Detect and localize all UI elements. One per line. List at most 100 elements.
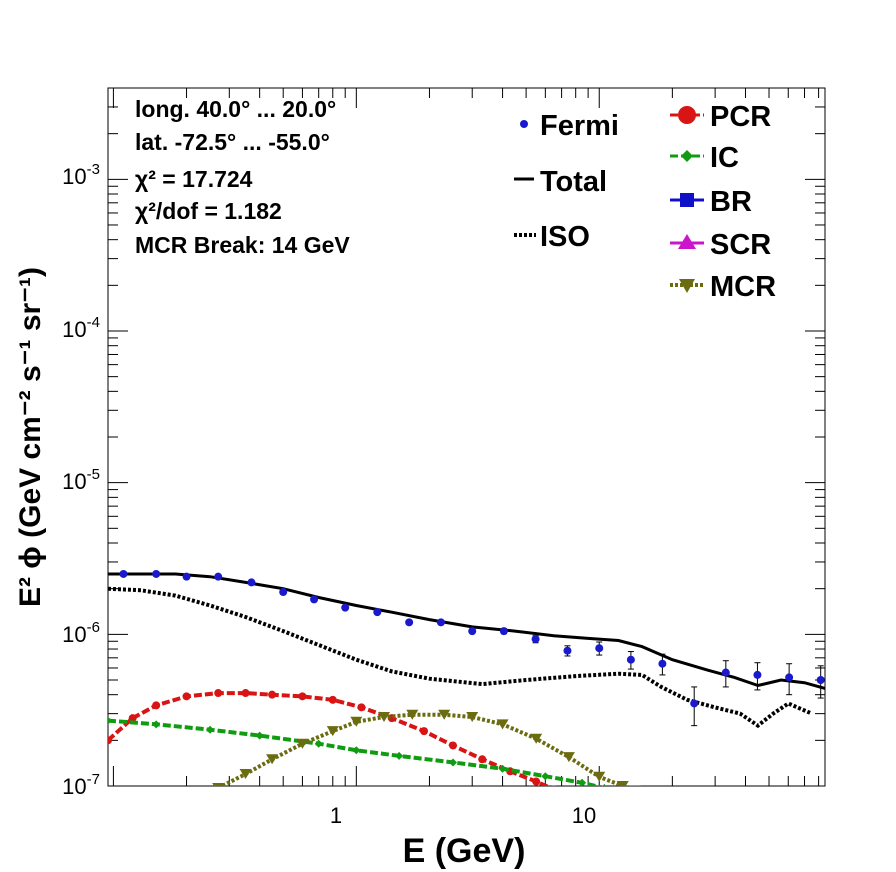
mcr-point — [326, 726, 339, 737]
mcr-point — [406, 709, 419, 720]
y-tick-label-1e-4: 10-4 — [62, 314, 100, 342]
ic-point — [152, 720, 161, 729]
y-tick-label-1e-5: 10-5 — [62, 466, 100, 494]
ic-point — [352, 746, 361, 755]
pcr-point — [328, 695, 337, 704]
pcr-point — [551, 785, 556, 786]
fermi-point — [341, 603, 350, 612]
fermi-point — [595, 644, 604, 653]
mcr-point — [266, 754, 279, 765]
mcr-curve — [217, 712, 629, 786]
y-tick-label-1e-7: 10-7 — [62, 771, 100, 799]
fermi-point — [436, 618, 445, 627]
mcr-point — [628, 785, 641, 786]
legend-pcr-marker — [678, 106, 696, 124]
annotation-longitude: long. 40.0° ... 20.0° — [135, 96, 336, 122]
legend-iso-label: ISO — [540, 221, 590, 253]
pcr-point — [357, 703, 366, 712]
pcr-point — [532, 777, 541, 786]
mcr-point — [212, 783, 225, 786]
fermi-point — [247, 578, 256, 587]
ic-point — [108, 716, 112, 725]
legend-fermi-marker — [520, 120, 528, 128]
legend-scr-label: SCR — [710, 229, 771, 261]
series-layer — [108, 569, 825, 786]
y-tick-label-1e-3: 10-3 — [62, 161, 100, 189]
legend-pcr-label: PCR — [710, 101, 771, 133]
legend-br-label: BR — [710, 186, 752, 218]
fermi-point — [499, 627, 508, 636]
annotation-chi2: χ² = 17.724 — [135, 166, 253, 192]
legend-ic-label: IC — [710, 142, 739, 174]
total-curve — [108, 572, 825, 690]
mcr-point — [438, 709, 451, 720]
mcr-point — [562, 752, 575, 763]
fermi-point — [279, 588, 288, 597]
ic-point — [498, 764, 507, 773]
pcr-point — [298, 692, 307, 701]
pcr-point — [182, 692, 191, 701]
pcr-point — [108, 736, 112, 745]
pcr-point — [268, 690, 277, 699]
iso-curve — [108, 586, 813, 729]
legend-fermi-label: Fermi — [540, 110, 619, 142]
fermi-point — [721, 668, 730, 677]
x-axis-label: E (GeV) — [403, 832, 526, 870]
ic-point — [448, 758, 457, 767]
annotation-mcr-break: MCR Break: 14 GeV — [135, 232, 350, 258]
annotation-chi2-dof: χ²/dof = 1.182 — [135, 198, 282, 224]
legend-mcr-label: MCR — [710, 271, 776, 303]
fermi-point — [531, 635, 540, 644]
mcr-point — [296, 738, 309, 749]
fermi-point — [152, 569, 161, 578]
pcr-point — [448, 741, 457, 750]
ic-point — [206, 725, 215, 734]
x-tick-label-10: 10 — [572, 803, 596, 828]
ic-point — [602, 784, 607, 786]
ic-point — [314, 739, 323, 748]
pcr-point — [420, 727, 429, 736]
fermi-point — [785, 673, 794, 682]
fermi-point — [816, 675, 825, 684]
ic-curve — [108, 718, 605, 786]
fermi-point — [658, 659, 667, 668]
fermi-point — [753, 670, 762, 679]
legend-scr-marker — [678, 234, 696, 249]
annotation-latitude: lat. -72.5° ... -55.0° — [135, 129, 330, 155]
mcr-point — [530, 733, 543, 744]
legend-total-label: Total — [540, 166, 607, 198]
fermi-point — [626, 655, 635, 664]
mcr-point — [466, 712, 479, 723]
fermi-point — [468, 627, 477, 636]
mcr-point — [593, 771, 606, 782]
pcr-point — [128, 714, 137, 723]
mcr-point — [496, 719, 509, 730]
fermi-point — [405, 618, 414, 627]
fermi-point — [182, 572, 191, 581]
ic-point — [541, 772, 550, 781]
fermi-point — [563, 646, 572, 655]
pcr-curve — [108, 691, 552, 786]
ic-point — [395, 751, 404, 760]
legend-ic-marker — [681, 150, 693, 162]
pcr-point — [241, 689, 250, 698]
pcr-point — [478, 755, 487, 764]
fermi-point — [310, 595, 319, 604]
y-tick-label-1e-6: 10-6 — [62, 619, 100, 647]
fermi-point — [214, 572, 223, 581]
ic-point — [255, 731, 264, 740]
pcr-point — [214, 689, 223, 698]
x-tick-label-1: 1 — [330, 803, 342, 828]
fermi-point — [373, 608, 382, 617]
legend-br-marker — [680, 193, 694, 207]
pcr-point — [152, 701, 161, 710]
mcr-point — [239, 768, 252, 779]
fermi-point — [690, 699, 699, 708]
fermi-point — [119, 569, 128, 578]
mcr-point — [378, 712, 391, 723]
y-axis-label: E² ϕ (GeV cm⁻² s⁻¹ sr⁻¹) — [14, 267, 47, 607]
mcr-point — [616, 781, 629, 786]
ic-point — [578, 778, 587, 786]
mcr-point — [350, 716, 363, 727]
